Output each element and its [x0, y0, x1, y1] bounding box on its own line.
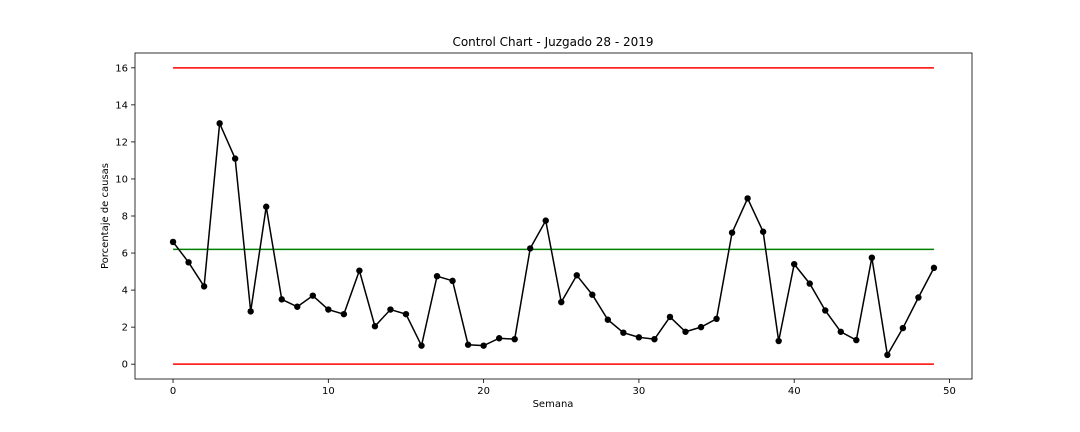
data-point: [200, 283, 208, 290]
data-point: [666, 313, 674, 321]
data-point: [464, 341, 472, 348]
data-point: [884, 351, 891, 359]
data-point: [387, 306, 394, 313]
data-point: [915, 294, 922, 301]
data-point: [309, 292, 317, 299]
data-point: [620, 329, 627, 336]
data-point: [216, 120, 223, 127]
x-tick-label: 20: [477, 386, 490, 397]
data-point: [340, 310, 348, 318]
data-point: [169, 238, 177, 246]
y-tick-label: 4: [122, 286, 128, 297]
data-point: [837, 328, 844, 335]
x-tick-label: 40: [788, 386, 801, 397]
data-point: [573, 272, 580, 279]
data-point: [449, 277, 456, 285]
data-point: [775, 337, 782, 345]
data-point: [790, 260, 798, 268]
y-tick-label: 2: [122, 323, 128, 334]
data-point: [231, 155, 239, 162]
data-point: [527, 245, 534, 252]
y-tick-label: 8: [122, 212, 128, 223]
data-point: [511, 335, 518, 343]
data-point: [651, 335, 658, 343]
plot-frame: [134, 52, 973, 380]
x-axis: 0 10 20 30 40 50: [170, 379, 956, 397]
data-point: [263, 203, 270, 210]
data-point: [744, 195, 751, 202]
data-point: [371, 323, 379, 330]
data-point: [542, 217, 549, 224]
data-point: [868, 254, 876, 261]
plot-area: [134, 52, 973, 380]
data-point: [899, 324, 907, 332]
data-point: [433, 272, 441, 280]
data-point: [759, 228, 767, 235]
x-tick-label: 50: [943, 386, 956, 397]
data-point: [356, 267, 363, 274]
y-axis-label: Porcentaje de causas: [100, 163, 111, 269]
series-line: [172, 120, 935, 358]
data-point: [635, 334, 643, 341]
data-point: [294, 303, 301, 310]
data-point: [278, 296, 285, 303]
y-tick-label: 10: [115, 174, 128, 185]
y-tick-label: 16: [115, 63, 128, 74]
data-point: [604, 316, 612, 323]
x-axis-label: Semana: [533, 399, 574, 410]
series-layer: [169, 120, 938, 359]
data-point: [930, 264, 938, 272]
data-point: [853, 336, 860, 344]
y-axis: 0 2 4 6 8 10 12 14 16: [115, 63, 135, 371]
data-point: [480, 342, 487, 349]
data-point: [806, 280, 813, 287]
data-point: [697, 323, 705, 331]
y-tick-label: 0: [122, 360, 128, 371]
data-point: [682, 328, 689, 335]
data-point: [247, 308, 254, 315]
data-point: [185, 259, 192, 266]
x-tick-label: 30: [633, 386, 646, 397]
y-tick-label: 14: [115, 100, 128, 111]
data-point: [589, 291, 596, 298]
data-point: [495, 335, 503, 342]
data-point: [713, 315, 720, 323]
data-point: [325, 306, 332, 313]
data-point: [822, 307, 829, 314]
reference-lines: [173, 67, 934, 365]
x-tick-label: 0: [170, 386, 176, 397]
y-tick-label: 6: [122, 249, 128, 260]
chart-title: Control Chart - Juzgado 28 - 2019: [452, 35, 653, 49]
data-point: [418, 342, 425, 349]
x-tick-label: 10: [322, 386, 335, 397]
y-tick-label: 12: [115, 137, 128, 148]
data-point: [558, 298, 565, 306]
data-point: [402, 310, 410, 318]
data-point: [728, 229, 736, 236]
